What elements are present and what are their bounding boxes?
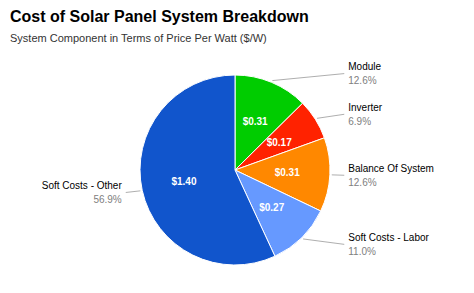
pie — [140, 75, 330, 265]
price-label: $1.40 — [171, 176, 196, 187]
category-label: Soft Costs - Labor — [348, 232, 429, 243]
title: Cost of Solar Panel System Breakdown — [10, 8, 309, 25]
slice — [140, 75, 275, 265]
leader-line — [272, 74, 344, 81]
category-label: Module — [348, 61, 381, 72]
leader-line — [332, 174, 344, 175]
category-label: Balance Of System — [348, 163, 434, 174]
leader-line — [126, 191, 141, 193]
percent-label: 12.6% — [348, 177, 376, 188]
leader-line — [317, 114, 344, 118]
chart: Cost of Solar Panel System Breakdown Syst… — [0, 0, 474, 293]
price-label: $0.31 — [243, 116, 268, 127]
price-label: $0.31 — [275, 167, 300, 178]
percent-label: 6.9% — [348, 116, 371, 127]
price-label: $0.17 — [267, 137, 292, 148]
percent-label: 12.6% — [348, 75, 376, 86]
category-label: Inverter — [348, 102, 383, 113]
price-label: $0.27 — [259, 202, 284, 213]
percent-label: 56.9% — [93, 194, 121, 205]
category-label: Soft Costs - Other — [42, 180, 123, 191]
leader-line — [303, 239, 344, 244]
percent-label: 11.0% — [348, 246, 376, 257]
subtitle: System Component in Terms of Price Per W… — [10, 32, 267, 44]
labels: $0.31 $0.17 $0.31 $0.27 $1.40 Module 12.6% Inve… — [42, 61, 434, 257]
